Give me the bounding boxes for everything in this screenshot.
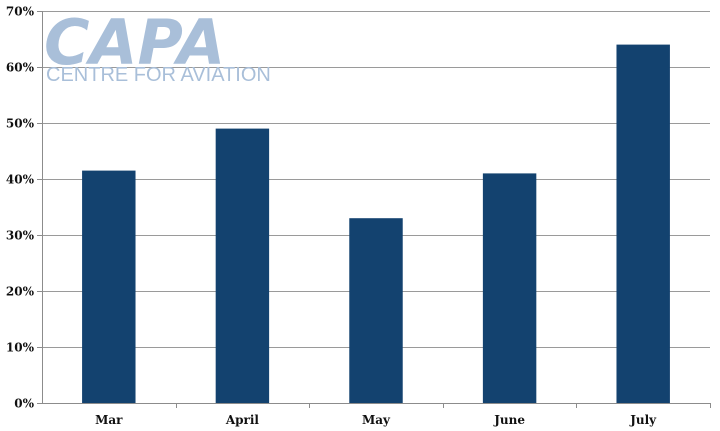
capa-logo: CAPA CENTRE FOR AVIATION <box>44 6 271 86</box>
y-tick-label: 10% <box>6 341 35 355</box>
x-category-label: Mar <box>95 413 123 427</box>
bar <box>82 170 136 403</box>
y-axis-ticks: 0% 10% 20% 30% 40% 50% 60% 70% <box>6 5 42 411</box>
bar <box>482 173 537 403</box>
x-axis-labels: Mar April May June July <box>95 403 711 427</box>
logo-text: CAPA <box>44 6 225 79</box>
bar <box>215 128 270 403</box>
y-tick-label: 30% <box>6 229 35 243</box>
y-tick-label: 40% <box>6 173 35 187</box>
y-tick-label: 60% <box>6 61 35 75</box>
y-tick-label: 20% <box>6 285 35 299</box>
y-tick-label: 50% <box>6 117 35 131</box>
bars <box>82 44 670 403</box>
x-category-label: May <box>362 413 391 427</box>
x-category-label: April <box>225 413 260 427</box>
bar <box>616 44 670 403</box>
x-category-label: June <box>493 413 525 427</box>
x-category-label: July <box>629 413 657 427</box>
bar <box>349 218 403 403</box>
y-tick-label: 0% <box>14 397 34 411</box>
y-tick-label: 70% <box>6 5 35 19</box>
logo-subtext: CENTRE FOR AVIATION <box>46 64 271 86</box>
